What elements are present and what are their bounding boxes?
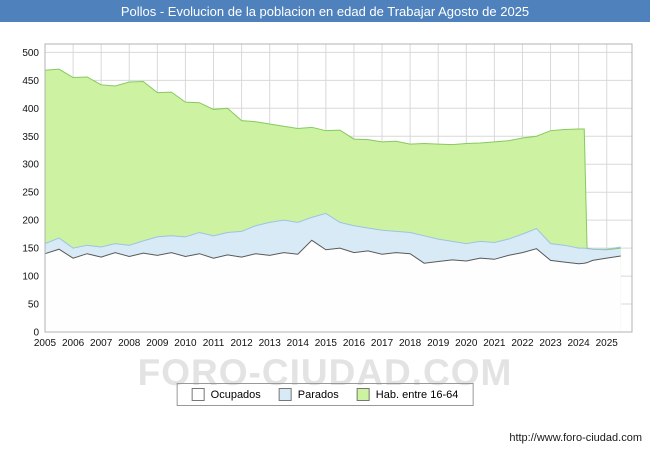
legend-label-ocupados: Ocupados: [210, 388, 261, 401]
svg-text:2025: 2025: [596, 338, 619, 349]
legend-label-hab-16-64: Hab. entre 16-64: [375, 388, 459, 401]
svg-text:0: 0: [33, 328, 39, 339]
svg-text:500: 500: [22, 48, 39, 59]
svg-text:2009: 2009: [146, 338, 169, 349]
svg-text:2005: 2005: [34, 338, 57, 349]
svg-text:2011: 2011: [203, 338, 225, 349]
svg-text:2017: 2017: [371, 338, 394, 349]
svg-text:350: 350: [22, 132, 39, 143]
svg-text:250: 250: [22, 188, 39, 199]
svg-text:2008: 2008: [118, 338, 141, 349]
svg-text:2019: 2019: [427, 338, 450, 349]
svg-text:2010: 2010: [174, 338, 197, 349]
svg-text:2021: 2021: [483, 338, 506, 349]
svg-text:2006: 2006: [62, 338, 85, 349]
chart-canvas: 0 50 100 150 200 250 300 350 400 450 500 2005 2006 20…: [22, 43, 633, 349]
legend-swatch-ocupados: [191, 388, 205, 401]
legend-swatch-hab-16-64: [356, 388, 370, 401]
chart-legend: Ocupados Parados Hab. entre 16-64: [176, 383, 474, 406]
legend-swatch-parados: [278, 388, 292, 401]
svg-text:2007: 2007: [90, 338, 113, 349]
svg-text:100: 100: [22, 272, 39, 283]
svg-text:400: 400: [22, 104, 39, 115]
svg-text:2023: 2023: [539, 338, 562, 349]
svg-text:2020: 2020: [455, 338, 478, 349]
footer-url: http://www.foro-ciudad.com: [509, 432, 642, 444]
svg-text:2012: 2012: [230, 338, 253, 349]
svg-text:2015: 2015: [315, 338, 338, 349]
svg-text:2014: 2014: [287, 338, 310, 349]
chart-title: Pollos - Evolucion de la poblacion en ed…: [120, 3, 530, 19]
svg-text:2022: 2022: [511, 338, 534, 349]
svg-text:50: 50: [28, 300, 40, 311]
legend-label-parados: Parados: [297, 388, 339, 401]
chart-title-bar: Pollos - Evolucion de la poblacion en ed…: [0, 0, 650, 22]
legend-item-parados: Parados: [278, 388, 339, 401]
svg-text:2013: 2013: [259, 338, 282, 349]
svg-text:150: 150: [22, 244, 39, 255]
watermark-text: FORO-CIUDAD.COM: [137, 352, 513, 393]
legend-item-hab-16-64: Hab. entre 16-64: [356, 388, 459, 401]
svg-text:2018: 2018: [399, 338, 422, 349]
svg-text:200: 200: [22, 216, 39, 227]
svg-text:450: 450: [22, 76, 39, 87]
svg-text:300: 300: [22, 160, 39, 171]
legend-item-ocupados: Ocupados: [191, 388, 261, 401]
svg-text:2016: 2016: [343, 338, 366, 349]
svg-text:2024: 2024: [568, 338, 591, 349]
